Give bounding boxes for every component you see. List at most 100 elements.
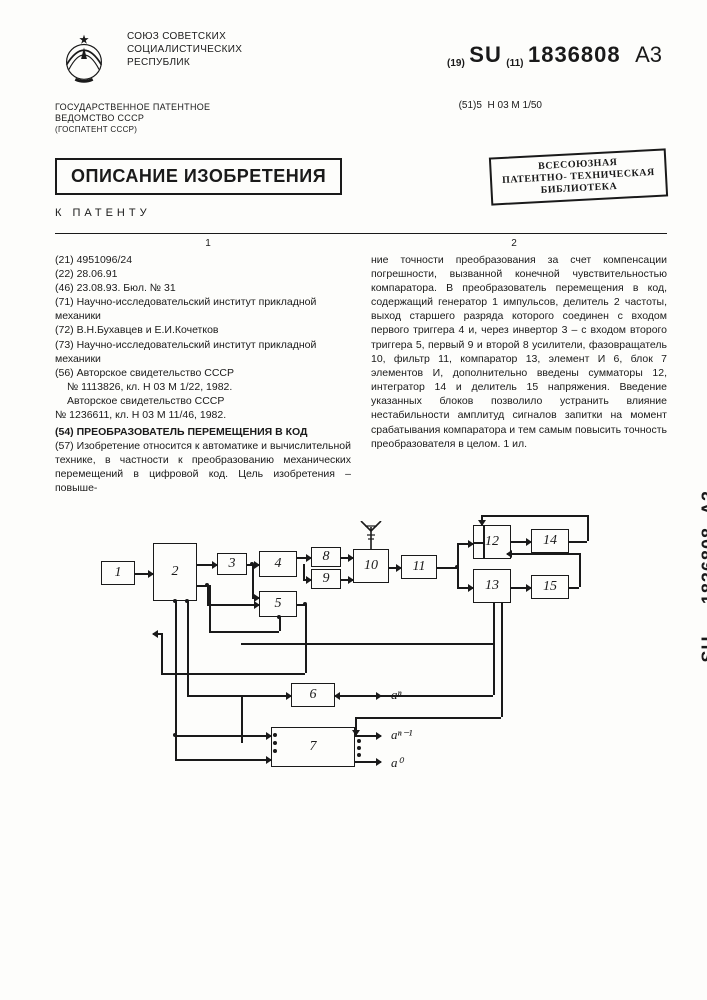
col2-num: 2 (361, 238, 667, 249)
wire (355, 761, 381, 763)
country: SU (469, 42, 502, 67)
wire (493, 603, 495, 695)
kind: А3 (699, 490, 707, 515)
node-dot (173, 599, 177, 603)
kind-code: А3 (635, 42, 662, 67)
wire (153, 633, 161, 635)
agency: ГОСУДАРСТВЕННОЕ ПАТЕНТНОЕ ВЕДОМСТВО СССР… (55, 102, 667, 135)
wire (481, 515, 483, 525)
wire (303, 579, 311, 581)
wire (207, 604, 259, 606)
field-56c: Авторское свидетельство СССР (55, 394, 351, 408)
wire (511, 541, 531, 543)
wire (135, 573, 153, 575)
field-56: (56) Авторское свидетельство СССР (55, 366, 351, 380)
antenna-icon (359, 521, 383, 551)
block-13: 13 (473, 569, 511, 603)
field-56d: № 1236611, кл. Н 03 М 11/46, 1982. (55, 408, 351, 422)
wire (569, 587, 579, 589)
block-15: 15 (531, 575, 569, 599)
subtitle: К ПАТЕНТУ (55, 207, 667, 219)
block-2: 2 (153, 543, 197, 601)
wire (209, 631, 279, 633)
wire (511, 553, 579, 555)
column-2: ние точности преобразования за счет комп… (371, 253, 667, 496)
field-56b: № 1113826, кл. Н 03 М 1/22, 1982. (55, 380, 351, 394)
su: SU (699, 635, 707, 662)
wire (507, 553, 515, 555)
wire (355, 717, 357, 735)
field-54: (54) ПРЕОБРАЗОВАТЕЛЬ ПЕРЕМЕЩЕНИЯ В КОД (55, 425, 351, 439)
code-11: (11) (506, 58, 523, 69)
wire (587, 515, 589, 541)
wire (305, 604, 307, 663)
wire (481, 515, 587, 517)
ussr-emblem-icon (55, 30, 113, 88)
wire (569, 541, 587, 543)
block-8: 8 (311, 547, 341, 567)
wire (241, 695, 243, 743)
field-46: (46) 23.08.93. Бюл. № 31 (55, 281, 351, 295)
block-11: 11 (401, 555, 437, 579)
block-4: 4 (259, 551, 297, 577)
union-text: СОЮЗ СОВЕТСКИХ СОЦИАЛИСТИЧЕСКИХ РЕСПУБЛИ… (127, 30, 242, 69)
title-bar: ОПИСАНИЕ ИЗОБРЕТЕНИЯ ВСЕСОЮЗНАЯ ПАТЕНТНО… (55, 153, 667, 201)
wire (355, 735, 381, 737)
wire (209, 585, 211, 631)
col1-num: 1 (55, 238, 361, 249)
wire (303, 564, 305, 579)
block-9: 9 (311, 569, 341, 589)
line: ВЕДОМСТВО СССР (55, 113, 667, 124)
field-21: (21) 4951096/24 (55, 253, 351, 267)
column-1: (21) 4951096/24 (22) 28.06.91 (46) 23.08… (55, 253, 351, 496)
page: СОЮЗ СОВЕТСКИХ СОЦИАЛИСТИЧЕСКИХ РЕСПУБЛИ… (0, 0, 707, 1000)
code-51: (51)5 (459, 100, 482, 111)
wire (252, 564, 254, 597)
wire (187, 695, 291, 697)
line: СОЦИАЛИСТИЧЕСКИХ (127, 43, 242, 56)
library-stamp: ВСЕСОЮЗНАЯ ПАТЕНТНО- ТЕХНИЧЕСКАЯ БИБЛИОТ… (489, 148, 668, 205)
wire (511, 587, 531, 589)
code-19: (19) (447, 58, 465, 69)
block-7: 7 (271, 727, 355, 767)
field-22: (22) 28.06.91 (55, 267, 351, 281)
wire (187, 601, 189, 695)
wire (341, 557, 353, 559)
wire (252, 597, 259, 599)
wire (161, 673, 305, 675)
doc-title: ОПИСАНИЕ ИЗОБРЕТЕНИЯ (55, 158, 342, 195)
wire (161, 633, 163, 673)
block-6: 6 (291, 683, 335, 707)
wire (297, 557, 311, 559)
wire (175, 759, 271, 761)
wire (335, 695, 381, 697)
wire (457, 543, 473, 545)
node-dot (303, 602, 307, 606)
gospatent: (ГОСПАТЕНТ СССР) (55, 125, 667, 135)
block-10: 10 (353, 549, 389, 583)
field-71: (71) Научно-исследовательский институт п… (55, 295, 351, 323)
wire (457, 587, 473, 589)
field-73: (73) Научно-исследовательский институт п… (55, 338, 351, 366)
node-dot (185, 599, 189, 603)
output-an1: aⁿ⁻¹ (391, 727, 412, 743)
field-72: (72) В.Н.Бухавцев и Е.И.Кочетков (55, 323, 351, 337)
ipc-code: (51)5 Н 03 М 1/50 (459, 100, 542, 111)
wire (305, 663, 307, 673)
publication-code: (19) SU (11) 1836808 А3 (447, 42, 662, 69)
num: 1836808 (699, 527, 707, 604)
wire (355, 717, 501, 719)
wire (279, 617, 281, 631)
node-dot (277, 615, 281, 619)
side-publication-code: (19) SU (11) 1836808 А3 (699, 490, 707, 689)
line: ГОСУДАРСТВЕННОЕ ПАТЕНТНОЕ (55, 102, 667, 113)
node-dot (173, 733, 177, 737)
block-3: 3 (217, 553, 247, 575)
wire (437, 567, 457, 569)
column-numbers: 1 2 (55, 238, 667, 249)
block-5: 5 (259, 591, 297, 617)
wire (341, 579, 353, 581)
node-dot (455, 565, 459, 569)
ipc: Н 03 М 1/50 (488, 100, 542, 111)
wire (579, 553, 581, 587)
